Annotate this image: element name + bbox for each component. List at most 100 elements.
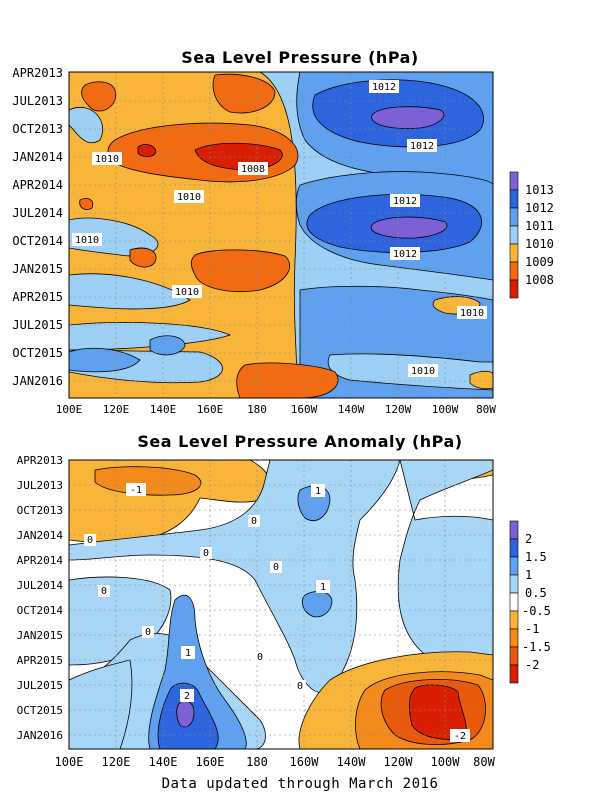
slp-y-tick-label: APR2013	[12, 66, 63, 80]
slp-colorbar-swatch	[509, 189, 519, 209]
slp-region-lightblue	[69, 217, 159, 257]
slp-core-high	[370, 216, 448, 239]
anomaly-contour-label: 0	[297, 681, 303, 692]
slp-contour-label: 1012	[410, 141, 434, 152]
slp-plot-area	[69, 72, 493, 398]
anomaly-colorbar-label: -2	[525, 658, 539, 672]
slp-colorbar-label: 1013	[525, 183, 554, 197]
anomaly-x-axis: 100E 120E 140E 160E 180 160W 140W 120W 1…	[55, 755, 496, 769]
slp-region-darkorange	[129, 247, 157, 268]
slp-contour-label: 1012	[372, 82, 396, 93]
slp-region-darkorange	[236, 362, 339, 398]
anomaly-y-tick-label: JUL2013	[17, 479, 63, 492]
anomaly-contour-label: 0	[101, 586, 107, 597]
slp-colorbar-swatch	[509, 243, 519, 263]
slp-colorbar-label: 1011	[525, 219, 554, 233]
slp-x-tick-label: 160W	[291, 403, 318, 416]
slp-x-tick-label: 100W	[432, 403, 459, 416]
slp-region-darkorange	[81, 81, 117, 112]
anomaly-y-tick-label: JUL2014	[17, 579, 64, 592]
slp-contour-label: 1010	[175, 287, 199, 298]
slp-contour-label: 1010	[460, 308, 484, 319]
slp-y-tick-label: JAN2014	[12, 150, 63, 164]
anomaly-y-axis: APR2013 JUL2013 OCT2013 JAN2014 APR2014 …	[17, 454, 64, 742]
anomaly-colorbar-swatch	[509, 628, 519, 648]
slp-colorbar-swatch	[509, 207, 519, 227]
slp-x-tick-label: 140E	[150, 403, 177, 416]
anomaly-contour-label: 0	[251, 516, 257, 527]
slp-y-tick-label: JUL2015	[12, 318, 63, 332]
slp-x-tick-label: 180	[247, 403, 267, 416]
slp-contour-label: 1012	[393, 249, 417, 260]
anomaly-contour-label: 1	[320, 582, 326, 593]
anomaly-contour-label: 0	[203, 548, 209, 559]
anomaly-x-tick-label: 120W	[384, 755, 414, 769]
anomaly-colorbar-label: -1.5	[522, 640, 551, 654]
anomaly-colorbar-labels: 2 1.5 1 0.5 -0.5 -1 -1.5 -2	[522, 532, 551, 672]
anomaly-colorbar-swatch	[509, 610, 519, 630]
slp-colorbar-label: 1012	[525, 201, 554, 215]
anomaly-y-tick-label: APR2015	[17, 654, 63, 667]
anomaly-colorbar-label: 1	[525, 568, 532, 582]
slp-colorbar-label: 1009	[525, 255, 554, 269]
anomaly-frame	[68, 459, 494, 750]
slp-core-high	[371, 106, 445, 129]
anomaly-y-tick-label: JAN2016	[17, 729, 63, 742]
anomaly-colorbar-label: -0.5	[522, 604, 551, 618]
anomaly-contour-label: 1	[185, 648, 191, 659]
anomaly-x-tick-label: 180	[246, 755, 268, 769]
slp-colorbar-label: 1010	[525, 237, 554, 251]
slp-region-blue	[69, 347, 141, 373]
anomaly-y-tick-label: JAN2015	[17, 629, 63, 642]
anomaly-x-tick-label: 100E	[55, 755, 84, 769]
anomaly-x-tick-label: 160W	[290, 755, 320, 769]
anomaly-contour-label: 0	[87, 535, 93, 546]
anomaly-contour-label: -2	[454, 731, 466, 742]
slp-y-tick-label: JAN2016	[12, 374, 63, 388]
anomaly-colorbar	[509, 520, 519, 684]
slp-contour-label: 1012	[393, 196, 417, 207]
slp-y-tick-label: JUL2014	[12, 206, 63, 220]
slp-region-lightblue	[69, 107, 103, 143]
anomaly-contour-label: 0	[145, 627, 151, 638]
slp-y-tick-label: JAN2015	[12, 262, 63, 276]
slp-region-blue	[149, 335, 186, 356]
anomaly-colorbar-label: 2	[525, 532, 532, 546]
anomaly-colorbar-label: 0.5	[525, 586, 547, 600]
slp-region-darkorange	[212, 73, 276, 114]
slp-y-tick-label: JUL2013	[12, 94, 63, 108]
anomaly-colorbar-swatch	[509, 556, 519, 576]
anomaly-y-tick-label: JAN2014	[17, 529, 64, 542]
anomaly-colorbar-swatch	[509, 646, 519, 666]
footer-text: Data updated through March 2016	[161, 776, 439, 792]
chart-1-title: Sea Level Pressure (hPa)	[181, 48, 419, 67]
anomaly-x-tick-label: 140E	[149, 755, 178, 769]
slp-gridlines	[69, 72, 493, 398]
anomaly-plot-area	[69, 460, 493, 749]
slp-colorbar-label: 1008	[525, 273, 554, 287]
anomaly-y-tick-label: OCT2015	[17, 704, 63, 717]
slp-y-tick-label: OCT2013	[12, 122, 63, 136]
anomaly-contour-label: 2	[184, 691, 190, 702]
anomaly-x-tick-label: 160E	[196, 755, 225, 769]
slp-colorbar-swatch	[509, 279, 519, 299]
slp-x-tick-label: 80W	[476, 403, 496, 416]
anomaly-contour-label: 0	[273, 562, 279, 573]
anomaly-y-tick-label: OCT2013	[17, 504, 63, 517]
slp-x-axis: 100E 120E 140E 160E 180 160W 140W 120W 1…	[56, 403, 497, 416]
slp-contour-label: 1010	[177, 192, 201, 203]
anomaly-colorbar-swatch	[509, 592, 519, 612]
slp-x-tick-label: 120W	[385, 403, 412, 416]
slp-colorbar-swatch	[509, 261, 519, 281]
slp-contour-label: 1010	[411, 366, 435, 377]
anomaly-x-tick-label: 80W	[473, 755, 495, 769]
slp-y-tick-label: OCT2014	[12, 234, 63, 248]
slp-x-tick-label: 120E	[103, 403, 130, 416]
slp-colorbar-labels: 1013 1012 1011 1010 1009 1008	[525, 183, 554, 287]
slp-region-lightblue	[69, 273, 191, 310]
slp-x-tick-label: 140W	[338, 403, 365, 416]
anomaly-y-tick-label: OCT2014	[17, 604, 64, 617]
slp-x-tick-label: 100E	[56, 403, 83, 416]
slp-y-tick-label: APR2015	[12, 290, 63, 304]
slp-contour-labels: 1012 1012 1010 1008 1010 1012 1010 1012 …	[72, 80, 487, 377]
